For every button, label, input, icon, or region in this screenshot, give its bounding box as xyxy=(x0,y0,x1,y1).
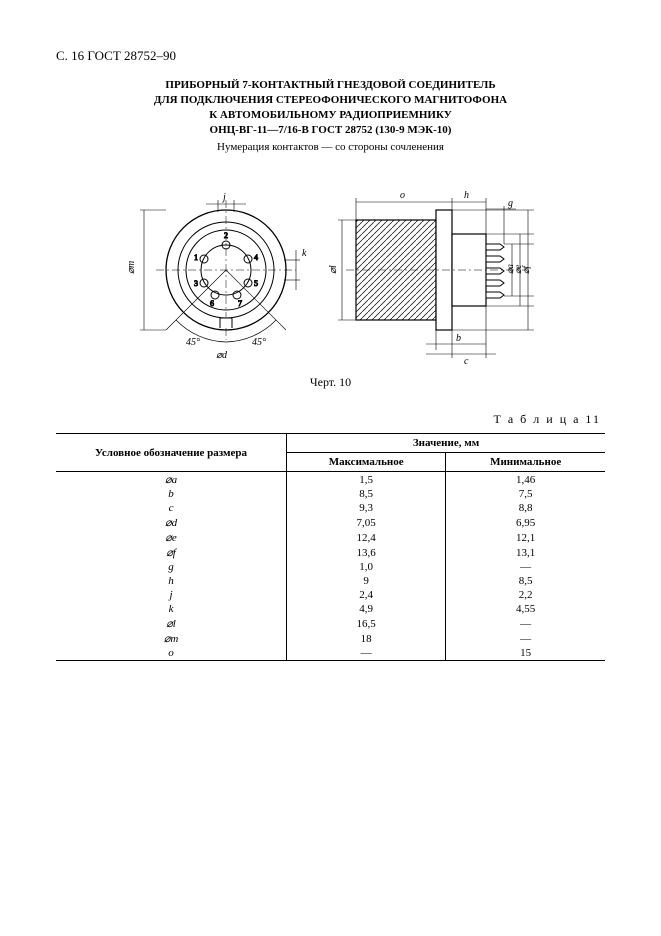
col-min-header: Минимальное xyxy=(446,453,605,472)
dimensions-table: Условное обозначение размера Значение, м… xyxy=(56,433,605,661)
svg-text:h: h xyxy=(464,190,469,201)
table-row: ⌀l16,5— xyxy=(56,616,605,631)
page-header: С. 16 ГОСТ 28752–90 xyxy=(56,48,605,64)
table-row: h98,5 xyxy=(56,574,605,588)
svg-text:45°: 45° xyxy=(252,337,266,348)
table-row: b8,57,5 xyxy=(56,487,605,501)
table-number: Т а б л и ц а 11 xyxy=(56,412,605,427)
svg-text:1: 1 xyxy=(194,253,198,262)
svg-text:b: b xyxy=(456,333,461,344)
table-row: c9,38,8 xyxy=(56,501,605,515)
table-row: ⌀f13,613,1 xyxy=(56,545,605,560)
technical-drawing: 2 4 5 1 3 7 6 45° 45° j xyxy=(121,165,541,365)
table-row: ⌀m18— xyxy=(56,631,605,646)
svg-text:⌀l: ⌀l xyxy=(328,265,339,274)
title-line-3: К АВТОМОБИЛЬНОМУ РАДИОПРИЕМНИКУ xyxy=(56,108,605,123)
table-row: ⌀e12,412,1 xyxy=(56,530,605,545)
col-max-header: Максимальное xyxy=(287,453,446,472)
col-dim-header: Условное обозначение размера xyxy=(56,434,287,472)
svg-text:45°: 45° xyxy=(186,337,200,348)
title-line-4: ОНЦ-ВГ-11—7/16-В ГОСТ 28752 (130-9 МЭК-1… xyxy=(56,123,605,138)
svg-text:6: 6 xyxy=(210,299,214,308)
svg-text:j: j xyxy=(221,192,226,203)
table-row: k4,94,55 xyxy=(56,602,605,616)
svg-text:⌀d: ⌀d xyxy=(216,350,228,361)
subtitle: Нумерация контактов — со стороны сочлене… xyxy=(56,141,605,153)
col-value-header: Значение, мм xyxy=(287,434,605,453)
side-view: o h g b c xyxy=(328,190,534,365)
table-row: ⌀a1,51,46 xyxy=(56,472,605,488)
title-line-1: ПРИБОРНЫЙ 7-КОНТАКТНЫЙ ГНЕЗДОВОЙ СОЕДИНИ… xyxy=(56,78,605,93)
title-block: ПРИБОРНЫЙ 7-КОНТАКТНЫЙ ГНЕЗДОВОЙ СОЕДИНИ… xyxy=(56,78,605,137)
table-row: o—15 xyxy=(56,646,605,661)
svg-text:g: g xyxy=(508,198,513,209)
table-row: ⌀d7,056,95 xyxy=(56,515,605,530)
svg-text:c: c xyxy=(464,356,469,365)
figure-caption: Черт. 10 xyxy=(56,375,605,390)
title-line-2: ДЛЯ ПОДКЛЮЧЕНИЯ СТЕРЕОФОНИЧЕСКОГО МАГНИТ… xyxy=(56,93,605,108)
svg-text:5: 5 xyxy=(254,279,258,288)
figure-wrap: 2 4 5 1 3 7 6 45° 45° j xyxy=(56,165,605,365)
svg-text:k: k xyxy=(302,248,307,259)
svg-text:4: 4 xyxy=(254,253,258,262)
table-row: g1,0— xyxy=(56,560,605,574)
front-view: 2 4 5 1 3 7 6 45° 45° j xyxy=(126,192,307,361)
table-row: j2,42,2 xyxy=(56,588,605,602)
svg-text:⌀m: ⌀m xyxy=(126,261,137,274)
svg-text:o: o xyxy=(400,190,405,201)
svg-text:3: 3 xyxy=(194,279,198,288)
svg-text:2: 2 xyxy=(224,231,228,240)
svg-text:7: 7 xyxy=(238,299,242,308)
table-body: ⌀a1,51,46 b8,57,5 c9,38,8 ⌀d7,056,95 ⌀e1… xyxy=(56,472,605,661)
